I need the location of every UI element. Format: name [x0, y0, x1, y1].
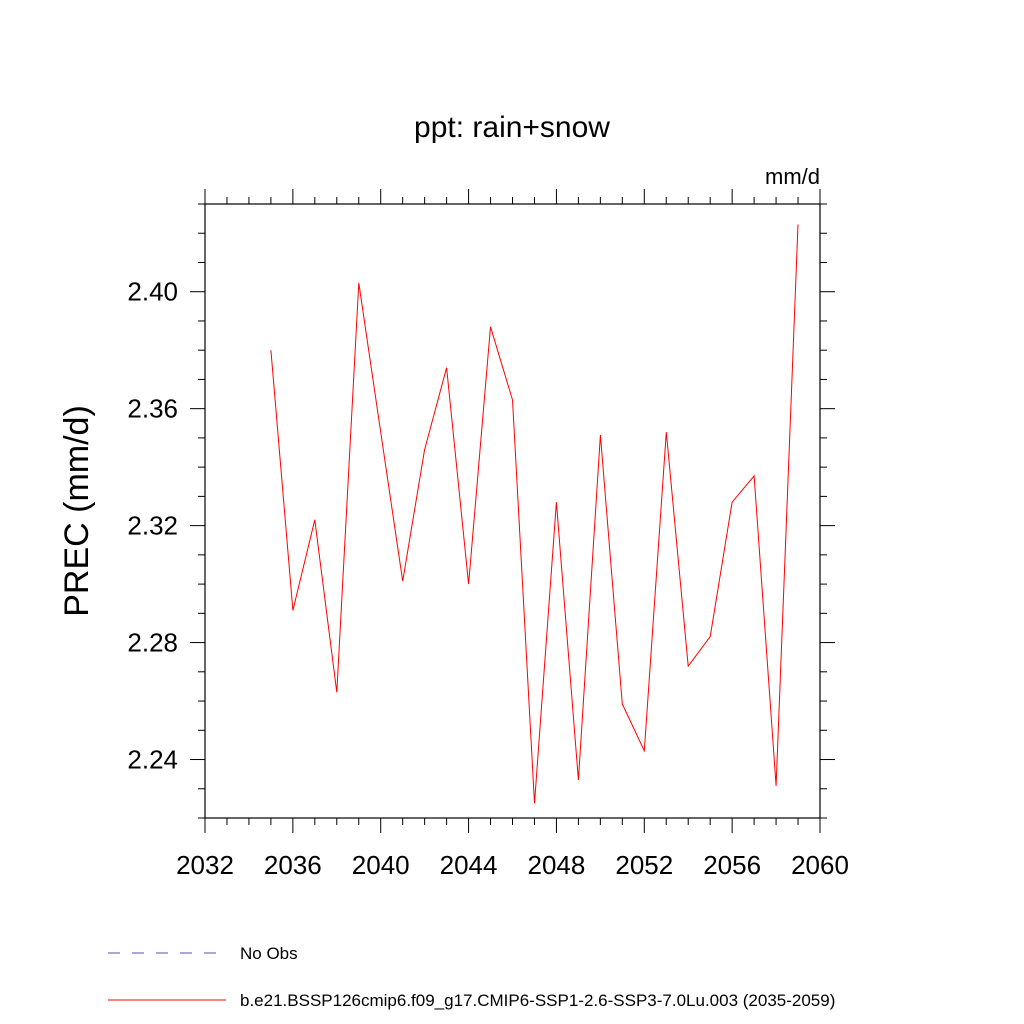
- x-tick-label: 2060: [791, 850, 849, 880]
- x-tick-label: 2056: [703, 850, 761, 880]
- plot-frame: [204, 203, 821, 819]
- x-tick-label: 2052: [615, 850, 673, 880]
- x-tick-label: 2040: [352, 850, 410, 880]
- series-layer: [270, 224, 799, 804]
- legend-label-no-obs: No Obs: [240, 944, 298, 963]
- y-axis-label: PREC (mm/d): [58, 405, 96, 617]
- series-line: [270, 224, 799, 804]
- chart-title: ppt: rain+snow: [414, 111, 610, 144]
- x-tick-label: 2044: [440, 850, 498, 880]
- x-tick-label: 2048: [528, 850, 586, 880]
- x-axis: 2032 2036 2040 2044 2048 2052 2056 2060: [176, 189, 849, 880]
- y-tick-label: 2.36: [127, 394, 178, 424]
- y-tick-label: 2.28: [127, 628, 178, 658]
- y-tick-label: 2.32: [127, 511, 178, 541]
- y-tick-label: 2.24: [127, 745, 178, 775]
- units-label: mm/d: [765, 164, 820, 189]
- y-axis: 2.24 2.28 2.32 2.36 2.40: [127, 203, 835, 819]
- x-tick-label: 2032: [176, 850, 234, 880]
- legend-label-model-run: b.e21.BSSP126cmip6.f09_g17.CMIP6-SSP1-2.…: [240, 991, 835, 1010]
- y-tick-label: 2.40: [127, 277, 178, 307]
- x-tick-label: 2036: [264, 850, 322, 880]
- legend: No Obs b.e21.BSSP126cmip6.f09_g17.CMIP6-…: [108, 944, 835, 1010]
